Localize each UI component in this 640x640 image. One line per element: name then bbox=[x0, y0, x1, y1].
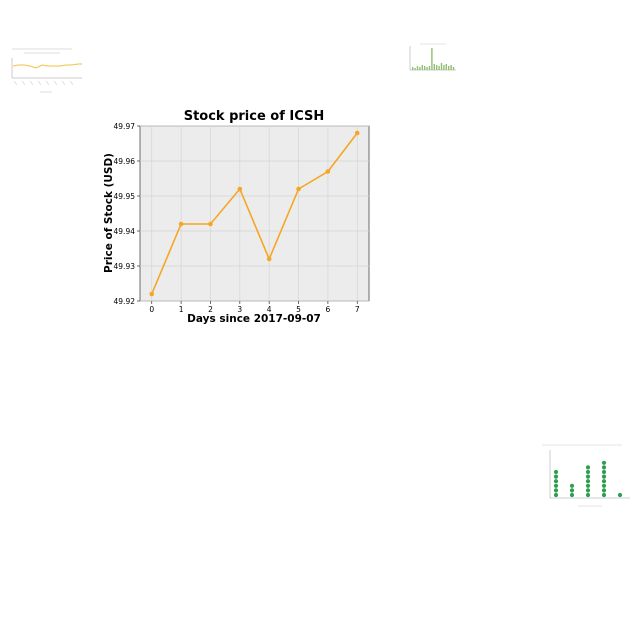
y-axis-ticks: 49.92 49.93 49.94 49.95 49.96 49.97 bbox=[114, 122, 140, 306]
y-tick-label: 49.96 bbox=[114, 157, 136, 166]
thumbnail-bar bbox=[448, 66, 450, 70]
thumbnail-dot-chart bbox=[528, 440, 632, 510]
thumbnail-series-line bbox=[12, 63, 82, 69]
thumbnail-dot bbox=[553, 488, 559, 493]
data-point bbox=[325, 169, 331, 174]
data-point bbox=[208, 221, 213, 227]
thumbnail-dot bbox=[585, 479, 591, 484]
thumbnail-dot bbox=[585, 488, 591, 493]
thumbnail-bar bbox=[424, 66, 426, 70]
thumbnail-bar bbox=[440, 63, 443, 70]
x-tick-label: 4 bbox=[267, 305, 272, 314]
thumbnail-bar bbox=[412, 67, 414, 70]
thumbnail-bar bbox=[426, 67, 428, 70]
thumbnail-bar bbox=[414, 68, 416, 70]
thumbnail-dot bbox=[553, 483, 559, 488]
thumbnail-dot bbox=[617, 492, 623, 498]
thumbnail-dot bbox=[601, 483, 607, 488]
thumbnail-dot bbox=[569, 483, 575, 488]
thumbnail-dot bbox=[569, 492, 575, 498]
x-tick-label: 1 bbox=[179, 305, 184, 314]
y-tick-label: 49.97 bbox=[114, 122, 136, 131]
data-point bbox=[237, 186, 243, 192]
thumbnail-dot bbox=[585, 483, 591, 488]
thumbnail-dot bbox=[585, 469, 591, 475]
series-points bbox=[149, 130, 360, 297]
thumbnail-dot bbox=[585, 465, 591, 470]
thumbnail-bar bbox=[421, 65, 423, 70]
data-point bbox=[178, 221, 184, 227]
data-point bbox=[354, 130, 360, 136]
series-line bbox=[151, 132, 358, 295]
thumbnail-bar bbox=[438, 66, 440, 70]
thumbnail-bar-chart bbox=[402, 42, 458, 76]
thumbnail-dot bbox=[601, 492, 607, 498]
stock-price-line-chart: Stock price of ICSH 49.92 49.93 49.94 49.95… bbox=[103, 109, 370, 325]
x-tick-label: 5 bbox=[296, 305, 301, 314]
y-tick-label: 49.93 bbox=[114, 262, 136, 271]
thumbnail-line-chart bbox=[2, 44, 86, 96]
thumbnail-bar bbox=[433, 64, 435, 70]
thumbnail-bar bbox=[428, 66, 431, 70]
data-point bbox=[149, 291, 155, 297]
x-axis-ticks: 0 1 2 3 4 5 6 7 bbox=[149, 301, 360, 314]
thumbnail-dot bbox=[601, 460, 607, 465]
thumbnail-bar bbox=[445, 64, 447, 70]
x-tick-label: 2 bbox=[208, 305, 213, 314]
thumbnail-dot bbox=[601, 465, 607, 470]
thumbnail-bar bbox=[450, 65, 452, 70]
thumbnail-dot bbox=[569, 488, 575, 493]
thumbnail-dot bbox=[601, 469, 607, 475]
x-tick-label: 6 bbox=[326, 305, 331, 314]
thumbnail-bar bbox=[443, 65, 445, 70]
plot-area bbox=[139, 125, 370, 302]
thumbnail-dot bbox=[585, 474, 591, 479]
x-tick-label: 3 bbox=[237, 305, 242, 314]
x-tick-label: 7 bbox=[355, 305, 360, 314]
thumbnail-dots bbox=[553, 460, 623, 498]
x-tick-label: 0 bbox=[149, 305, 154, 314]
x-axis-label: Days since 2017-09-07 bbox=[187, 313, 321, 325]
y-tick-label: 49.95 bbox=[114, 192, 136, 201]
y-tick-label: 49.94 bbox=[114, 227, 136, 236]
thumbnail-text-stubs bbox=[12, 48, 74, 93]
thumbnail-bar bbox=[431, 48, 433, 70]
thumbnail-bar bbox=[416, 66, 419, 70]
grid-lines bbox=[140, 125, 369, 302]
thumbnail-dot bbox=[553, 469, 559, 475]
thumbnail-dot bbox=[601, 474, 607, 479]
data-point bbox=[266, 256, 272, 262]
thumbnail-dot bbox=[553, 492, 559, 498]
thumbnail-dot bbox=[601, 488, 607, 493]
chart-title: Stock price of ICSH bbox=[184, 109, 325, 124]
thumbnail-bar bbox=[452, 67, 455, 70]
data-point bbox=[296, 186, 301, 192]
thumbnail-bars bbox=[412, 48, 455, 70]
thumbnail-dot bbox=[585, 492, 591, 498]
thumbnail-bar bbox=[436, 65, 438, 70]
thumbnail-dot bbox=[553, 479, 559, 484]
y-tick-label: 49.92 bbox=[114, 297, 136, 306]
thumbnail-bar bbox=[419, 67, 421, 70]
thumbnail-dot bbox=[601, 479, 607, 484]
thumbnail-dot bbox=[553, 474, 559, 479]
y-axis-label: Price of Stock (USD) bbox=[103, 153, 115, 273]
